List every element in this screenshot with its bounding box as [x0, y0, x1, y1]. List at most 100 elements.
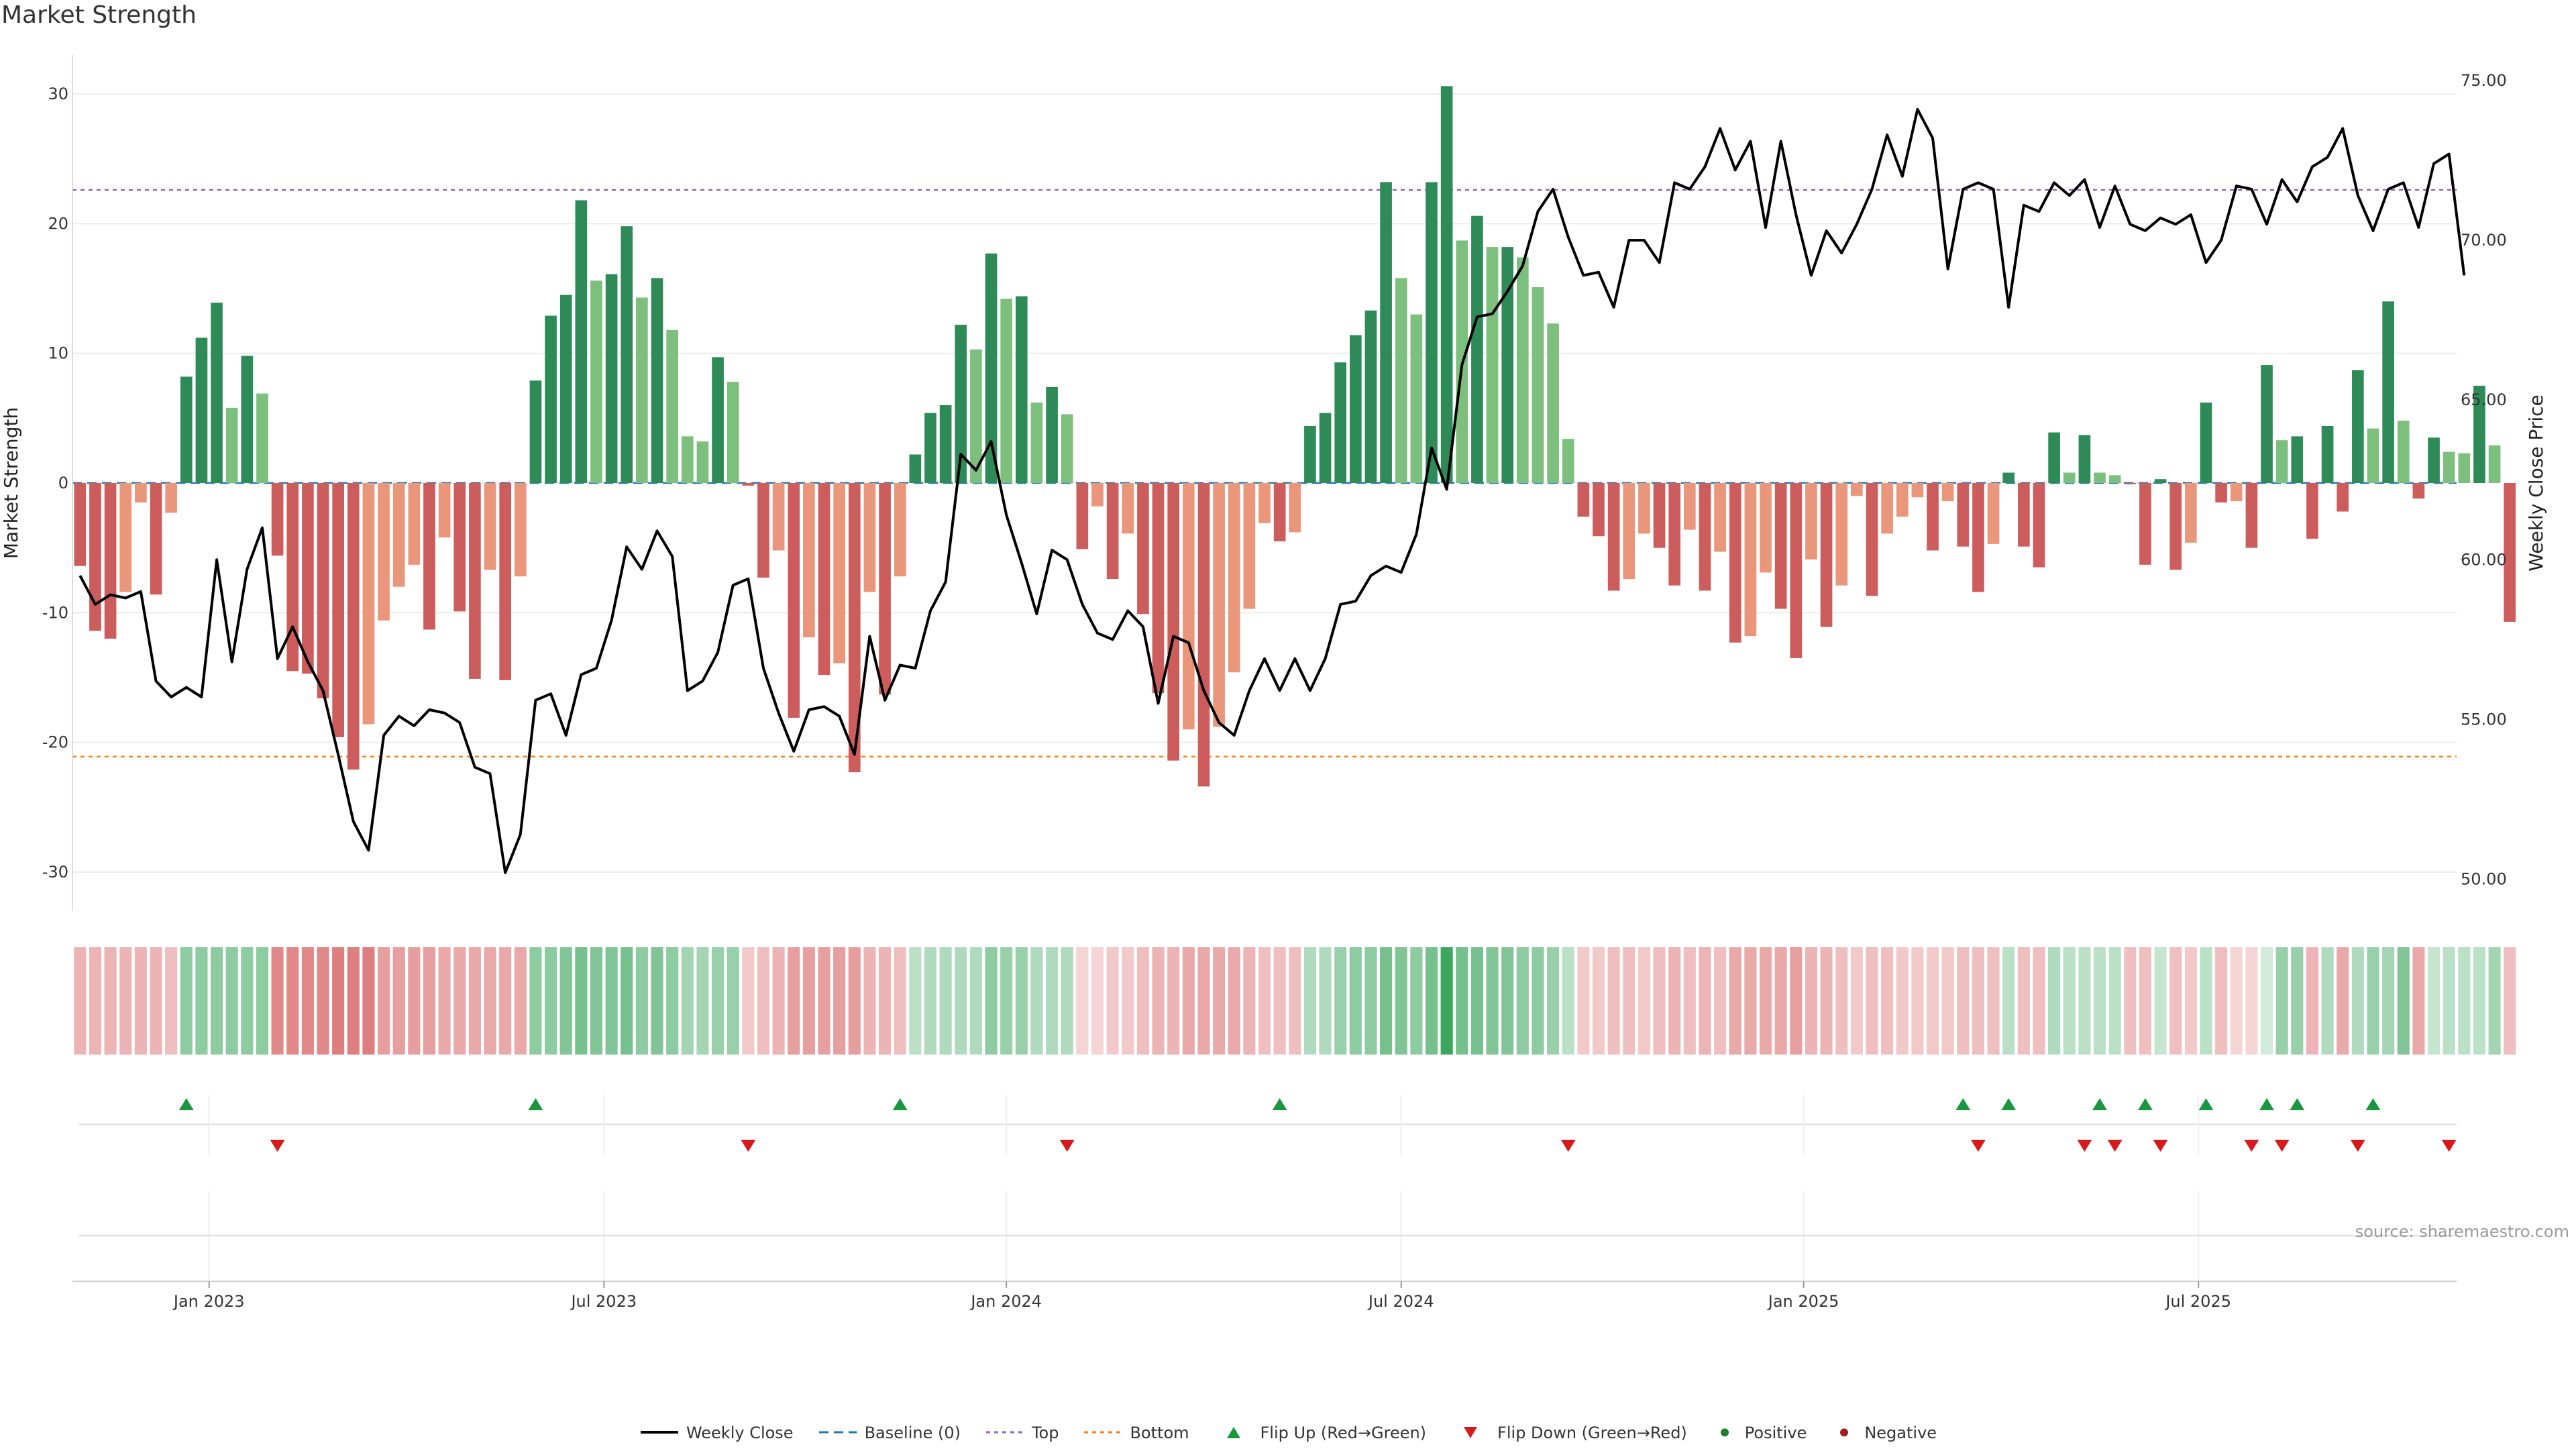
- y-tick-right: 60.00: [2461, 550, 2507, 569]
- empty-panel: [79, 1191, 2457, 1283]
- strength-bar: [2215, 483, 2227, 502]
- strength-bar: [879, 483, 891, 695]
- heat-cell: [2200, 947, 2212, 1055]
- flip-down-marker: [2107, 1140, 2123, 1152]
- strength-bar: [453, 483, 466, 612]
- strength-bar: [1228, 483, 1240, 673]
- heat-cell: [1334, 947, 1347, 1055]
- axes: -30 -20 -10 0 10 20 30 50.00 55.00 60.00 65.00 70.0…: [42, 55, 2507, 911]
- legend-symbol-top: [985, 1431, 1024, 1434]
- heat-cell: [955, 947, 967, 1055]
- flip-down-marker: [2441, 1140, 2457, 1152]
- strength-bar: [788, 483, 800, 718]
- heat-cell: [1638, 947, 1650, 1055]
- strength-bar: [1440, 86, 1453, 483]
- strength-bar: [894, 483, 906, 577]
- x-tick-label: Jan 2025: [1767, 1292, 1839, 1311]
- heat-cell: [939, 947, 952, 1055]
- heat-cell: [742, 947, 755, 1055]
- strength-bar: [2002, 472, 2015, 483]
- flip-up-marker: [2137, 1098, 2153, 1110]
- heat-cell: [605, 947, 618, 1055]
- strength-bar: [1547, 323, 1559, 483]
- strength-bar: [1258, 483, 1271, 523]
- strength-bar: [1380, 182, 1392, 483]
- strength-bar: [225, 407, 238, 483]
- heat-cell: [848, 947, 861, 1055]
- strength-bar: [1972, 483, 1984, 592]
- strength-bar: [545, 315, 557, 483]
- heat-cell: [317, 947, 329, 1055]
- strength-bar: [1501, 247, 1514, 483]
- strength-bar: [2367, 428, 2379, 483]
- strength-bar: [833, 483, 845, 663]
- flip-down-marker: [1970, 1140, 1986, 1152]
- heat-cell: [2306, 947, 2319, 1055]
- strength-bar: [818, 483, 830, 676]
- heat-cell: [347, 947, 360, 1055]
- y-tick-right: 50.00: [2461, 869, 2507, 888]
- strength-bar: [681, 436, 694, 483]
- legend: Weekly Close Baseline (0) Top Bottom Flip Up…: [0, 1424, 2576, 1444]
- legend-label: Baseline (0): [864, 1424, 961, 1442]
- legend-symbol-bottom: [1084, 1431, 1122, 1434]
- strength-bar: [241, 356, 254, 483]
- strength-bar: [1714, 483, 1726, 552]
- strength-bar: [605, 274, 618, 483]
- strength-bar: [1364, 310, 1377, 483]
- strength-bar: [772, 483, 785, 551]
- heat-cell: [575, 947, 588, 1055]
- strength-bar: [848, 483, 861, 773]
- heat-cell: [89, 947, 102, 1055]
- strength-bar: [1030, 402, 1043, 483]
- heat-cell: [423, 947, 436, 1055]
- strength-bar: [1577, 483, 1590, 517]
- heat-cell: [2488, 947, 2501, 1055]
- strength-bar: [2048, 432, 2060, 483]
- strength-bar: [1213, 483, 1225, 727]
- strength-bar: [211, 303, 223, 483]
- heat-cell: [2215, 947, 2228, 1055]
- strength-bar: [939, 405, 952, 483]
- heat-cell: [1364, 947, 1377, 1055]
- strength-bar: [2169, 483, 2182, 570]
- legend-label: Positive: [1744, 1424, 1807, 1442]
- heat-cell: [651, 947, 663, 1055]
- heat-cell: [1972, 947, 1984, 1055]
- heat-cell: [332, 947, 345, 1055]
- heat-cell: [1167, 947, 1180, 1055]
- strength-bar: [195, 337, 208, 483]
- strength-bar: [1410, 314, 1423, 483]
- heat-cell: [1547, 947, 1560, 1055]
- heat-cell: [1592, 947, 1605, 1055]
- strength-bar: [1319, 413, 1332, 483]
- strength-bar: [559, 294, 572, 483]
- heat-cell: [150, 947, 162, 1055]
- strength-heat-strip: [74, 947, 2516, 1055]
- strength-bar: [2291, 436, 2304, 483]
- heat-cell: [271, 947, 284, 1055]
- strength-bar: [362, 483, 375, 724]
- heat-cell: [2169, 947, 2182, 1055]
- heat-cell: [468, 947, 481, 1055]
- heat-cell: [1243, 947, 1256, 1055]
- strength-bar: [1334, 362, 1347, 483]
- strength-bar: [1091, 483, 1104, 506]
- strength-bar: [651, 278, 663, 483]
- strength-bar: [1015, 296, 1028, 483]
- legend-label: Flip Down (Green→Red): [1497, 1424, 1687, 1442]
- heat-cell: [74, 947, 87, 1055]
- heat-cell: [2154, 947, 2167, 1055]
- strength-bar: [1182, 483, 1195, 730]
- heat-cell: [2260, 947, 2273, 1055]
- strength-bar: [2124, 483, 2137, 484]
- heat-cell: [210, 947, 223, 1055]
- heat-cell: [1410, 947, 1423, 1055]
- heat-cell: [2139, 947, 2151, 1055]
- strength-bar: [302, 483, 314, 674]
- heat-cell: [1213, 947, 1226, 1055]
- heat-cell: [681, 947, 694, 1055]
- strength-bar: [256, 393, 268, 483]
- heat-cell: [1607, 947, 1620, 1055]
- x-tick-label: Jul 2025: [2164, 1292, 2231, 1311]
